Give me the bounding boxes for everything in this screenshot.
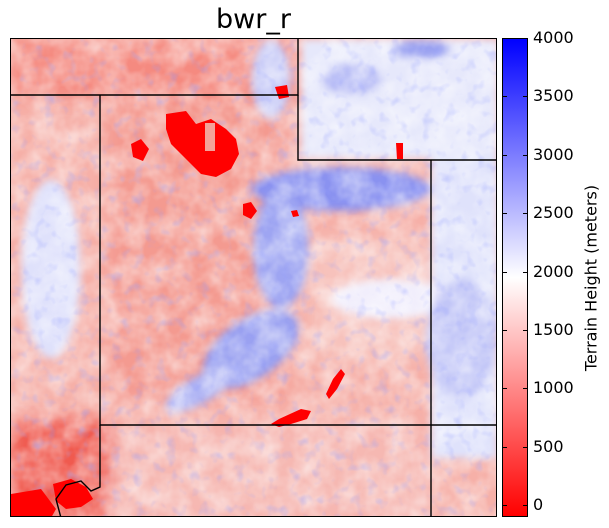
colorbar-tick-label: 0 [533, 495, 544, 515]
colorbar-tick-mark [502, 96, 507, 98]
colorbar-tick-mark [502, 446, 507, 448]
colorbar-tick-label: 2500 [533, 203, 574, 223]
boundary-southwest [55, 425, 101, 516]
colorbar [502, 38, 528, 517]
terrain-map [10, 38, 497, 517]
colorbar-tick-mark [523, 388, 528, 390]
colorbar-tick-mark [502, 38, 507, 39]
colorbar-tick-mark [502, 271, 507, 273]
colorbar-tick-mark [523, 505, 528, 507]
colorbar-tick-mark [523, 38, 528, 39]
colorbar-tick-mark [523, 96, 528, 98]
colorbar-tick-label: 2000 [533, 261, 574, 281]
colorbar-tick-label: 500 [533, 436, 564, 456]
terrain-texture-blue [11, 39, 496, 516]
colorbar-tick-label: 4000 [533, 28, 574, 47]
colorbar-tick-mark [523, 446, 528, 448]
lake-island [205, 123, 215, 151]
colorbar-tick-label: 3500 [533, 86, 574, 106]
state-boundaries [11, 39, 496, 516]
colorbar-tick-mark [502, 154, 507, 156]
terrain-raster [11, 39, 496, 516]
colorbar-tick-label: 3000 [533, 144, 574, 164]
colorbar-tick-mark [502, 330, 507, 332]
colorbar-tick-mark [523, 154, 528, 156]
colorbar-tick-mark [502, 213, 507, 215]
colorbar-tick-mark [523, 330, 528, 332]
colorbar-tick-label: 1000 [533, 378, 574, 398]
colorbar-tick-mark [523, 213, 528, 215]
colorbar-axis-label: Terrain Height (meters) [581, 184, 601, 372]
colorbar-tick-mark [502, 505, 507, 507]
lowest-elevation-areas [11, 85, 403, 516]
colorbar-tick-mark [523, 271, 528, 273]
map-title: bwr_r [216, 4, 291, 35]
colorbar-tick-mark [502, 388, 507, 390]
colorbar-tick-label: 1500 [533, 320, 574, 340]
